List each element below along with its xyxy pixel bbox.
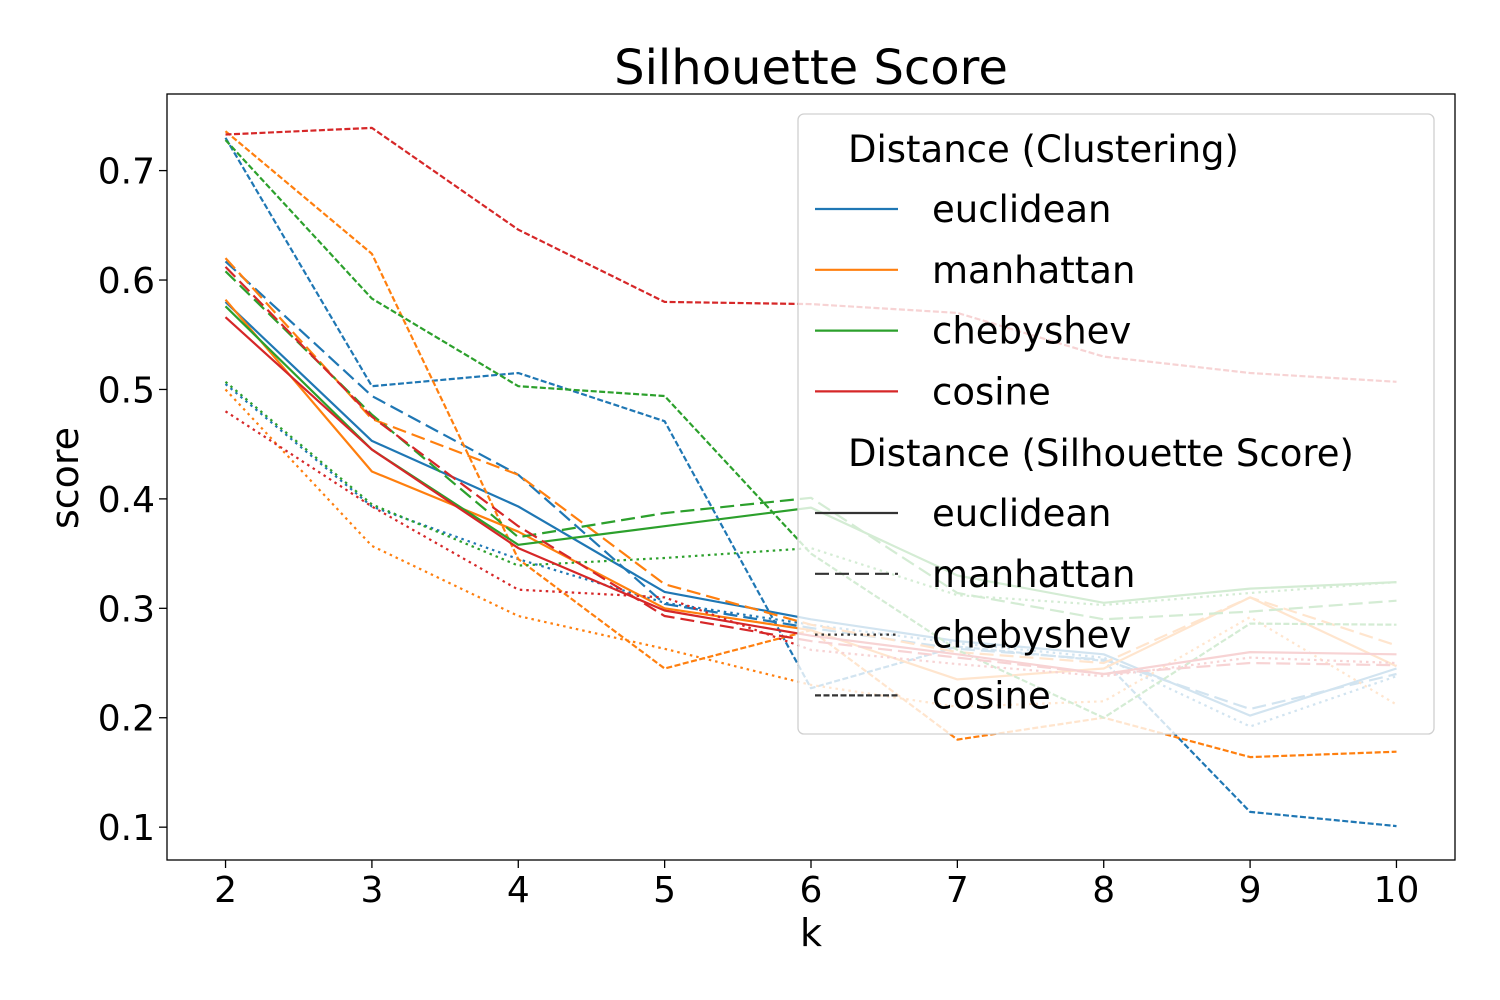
legend-label-cosine: cosine <box>932 370 1051 413</box>
y-tick-label: 0.5 <box>98 370 155 411</box>
legend-style-label-euclidean: euclidean <box>932 492 1112 535</box>
chart-title: Silhouette Score <box>614 40 1008 96</box>
legend-style-title: Distance (Silhouette Score) <box>848 432 1354 475</box>
x-axis-label: k <box>800 911 822 955</box>
legend-hue-title: Distance (Clustering) <box>848 128 1239 171</box>
y-tick-label: 0.6 <box>98 261 155 302</box>
x-tick-label: 9 <box>1239 870 1262 911</box>
x-tick-label: 2 <box>214 870 237 911</box>
x-axis: 2 3 4 5 6 7 8 9 10 <box>214 860 1419 911</box>
legend-box <box>797 113 1435 735</box>
y-tick-label: 0.2 <box>98 699 155 740</box>
x-tick-label: 10 <box>1374 870 1420 911</box>
x-tick-label: 6 <box>800 870 823 911</box>
legend: Distance (Clustering) Distance (Silhouet… <box>797 113 1435 735</box>
y-axis: 0.1 0.2 0.3 0.4 0.5 0.6 0.7 <box>98 152 167 849</box>
x-tick-label: 3 <box>360 870 383 911</box>
legend-style-label-manhattan: manhattan <box>932 553 1135 596</box>
y-tick-label: 0.1 <box>98 808 155 849</box>
y-axis-label: score <box>43 427 87 529</box>
y-tick-label: 0.7 <box>98 152 155 193</box>
legend-label-manhattan: manhattan <box>932 249 1135 292</box>
legend-entries: euclidean manhattan chebyshev cosine euclide… <box>815 188 1135 717</box>
legend-style-label-chebyshev: chebyshev <box>932 614 1131 657</box>
x-tick-label: 8 <box>1092 870 1115 911</box>
y-tick-label: 0.4 <box>98 480 155 521</box>
legend-label-chebyshev: chebyshev <box>932 310 1131 353</box>
x-tick-label: 7 <box>946 870 969 911</box>
legend-style-label-cosine: cosine <box>932 674 1051 717</box>
x-tick-label: 5 <box>653 870 676 911</box>
legend-label-euclidean: euclidean <box>932 188 1112 231</box>
y-tick-label: 0.3 <box>98 589 155 630</box>
x-tick-label: 4 <box>507 870 530 911</box>
series-line-euclidean-chebyshev <box>224 383 1397 728</box>
